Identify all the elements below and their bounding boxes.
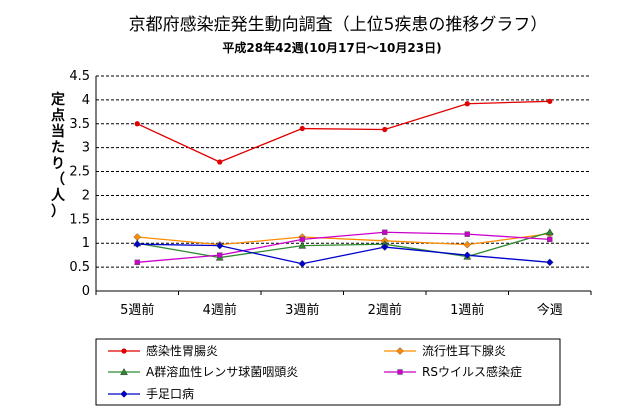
y-tick-label: 1.5 [69,212,90,227]
y-tick-label: 4 [82,93,90,108]
data-point [298,241,307,249]
y-axis-label-char: 点 [51,107,65,124]
legend-item: 感染性胃腸炎 [108,343,218,358]
data-point [382,126,388,133]
data-point [299,125,305,132]
data-point [299,236,305,243]
legend-item: 流行性耳下腺炎 [384,344,506,358]
series-line [137,243,550,265]
x-axis-ticks: 5週前 4週前 3週前 2週前 1週前 今週 [95,291,592,318]
data-point [464,101,470,107]
legend-label: A群溶血性レンサ球菌咽頭炎 [146,364,298,379]
x-tick-label: 3週前 [285,302,319,318]
data-point [464,231,470,237]
y-axis-ticks: 0 0.5 1 1.5 2 2.5 3 3.5 4 4.5 [69,69,90,299]
y-axis-label-char: た [51,140,65,156]
series-line [137,231,550,259]
data-point [215,241,224,250]
data-point [298,259,307,268]
y-tick-label: 3 [82,141,90,156]
data-point [463,240,472,249]
legend-label: 流行性耳下腺炎 [422,344,506,358]
series-1 [134,98,553,165]
data-point [380,243,389,251]
legend-marker [121,348,127,354]
series-2 [133,229,554,249]
y-axis-label-char: 当 [51,123,65,140]
x-tick-label: 5週前 [120,302,154,318]
data-point [134,121,140,127]
legend-item: RSウイルス感染症 [384,364,522,379]
y-tick-label: 2.5 [69,165,90,180]
data-point [382,229,388,235]
series-5 [133,240,554,268]
y-axis-label-char: 人 [51,187,66,204]
legend-marker [120,390,128,398]
data-point [134,259,140,266]
legend-item: 手足口病 [108,386,194,401]
series-group [133,98,554,268]
data-point [545,228,554,236]
x-tick-label: 2週前 [368,302,402,318]
legend-item: A群溶血性レンサ球菌咽頭炎 [108,364,298,379]
x-tick-label: 1週前 [450,302,484,318]
legend-label: 感染性胃腸炎 [146,343,218,358]
data-point [545,258,554,267]
data-point [133,240,142,249]
grid-lines [95,75,591,292]
y-axis-label-char: り [51,156,65,172]
legend-box [95,338,561,406]
y-tick-label: 0 [82,284,90,299]
data-point [547,98,553,104]
y-tick-label: 1 [82,236,90,251]
data-point [547,236,553,243]
x-tick-label: 4週前 [203,302,237,318]
legend-marker [397,369,403,375]
y-axis-label-char: ） [51,204,65,220]
series-line [137,233,550,246]
y-axis-label-char: 定 [51,91,65,108]
y-tick-label: 2 [82,188,90,203]
series-line [136,100,550,163]
legend-marker [120,367,128,376]
series-line [137,231,550,263]
y-tick-label: 4.5 [69,69,90,84]
legend-marker [396,347,404,355]
chart-subtitle: 平成28年42週(10月17日～10月23日) [222,40,441,55]
y-axis-label-char: （ [51,172,65,188]
y-tick-label: 0.5 [69,260,90,275]
legend-label: 手足口病 [146,386,194,401]
x-tick-label: 今週 [537,302,563,318]
y-tick-label: 3.5 [69,117,90,132]
data-point [217,159,223,165]
legend-label: RSウイルス感染症 [422,364,522,379]
chart-title: 京都府感染症発生動向調査（上位5疾患の推移グラフ） [129,15,548,35]
series-4 [134,229,553,266]
data-point [463,251,472,260]
data-point [217,252,223,258]
